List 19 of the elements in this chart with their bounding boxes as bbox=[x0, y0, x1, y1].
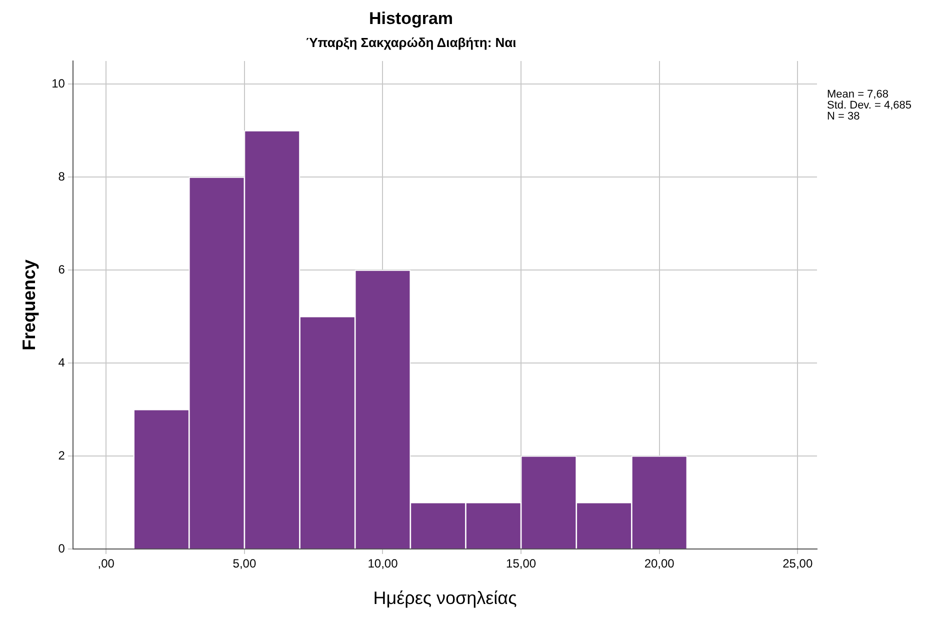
y-tick-label: 4 bbox=[58, 355, 66, 370]
text: Mean = 7,68 bbox=[827, 88, 888, 101]
x-tick-label: 5,00 bbox=[232, 556, 256, 571]
text: Std. Dev. = 4,685 bbox=[827, 100, 912, 112]
y-axis-title: Frequency bbox=[18, 259, 39, 351]
text: N = 38 bbox=[827, 110, 860, 123]
y-tick-label: 6 bbox=[58, 262, 66, 276]
x-tick-label: 20,00 bbox=[644, 556, 675, 571]
x-tick-label: 25,00 bbox=[782, 556, 813, 571]
x-tick-label: ,00 bbox=[98, 556, 115, 571]
y-tick-label: 10 bbox=[52, 76, 66, 91]
x-axis-title: Ημέρες νοσηλείας bbox=[373, 588, 518, 608]
chart-subtitle: Ύπαρξη Σακχαρώδη Διαβήτη: Ναι bbox=[306, 34, 517, 50]
chart-title: Histogram bbox=[368, 8, 454, 28]
x-tick-label: 10,00 bbox=[368, 556, 398, 571]
y-tick-label: 2 bbox=[58, 448, 66, 462]
y-tick-label: 8 bbox=[58, 170, 66, 184]
y-tick-label: 0 bbox=[58, 541, 66, 556]
x-tick-label: 15,00 bbox=[506, 556, 536, 571]
